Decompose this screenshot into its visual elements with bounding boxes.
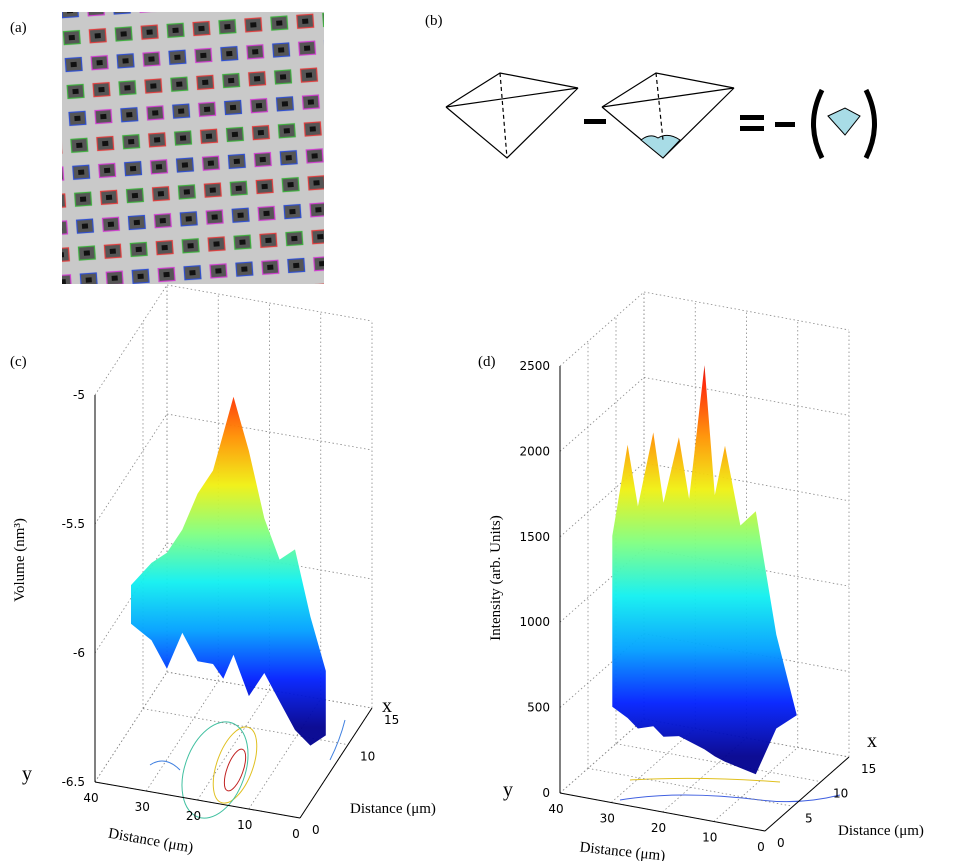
x-tick-label: 10 xyxy=(360,750,375,764)
pyramid-diagram xyxy=(446,73,875,158)
z-tick-label: -6 xyxy=(73,646,85,660)
z-tick-label: 1500 xyxy=(519,530,550,544)
x-axis-letter: x xyxy=(382,695,392,717)
y-axis-label: Distance (μm) xyxy=(107,826,194,857)
panel-label: (c) xyxy=(10,354,27,370)
z-tick-label: -5 xyxy=(73,388,85,402)
x-tick-label: 5 xyxy=(805,811,813,825)
y-tick-label: 40 xyxy=(548,802,563,816)
z-tick-label: 0 xyxy=(542,786,550,800)
y-tick-label: 0 xyxy=(292,827,300,841)
grid-line xyxy=(560,292,849,366)
x-axis-label: Distance (μm) xyxy=(350,801,436,817)
x-tick-label: 10 xyxy=(833,787,848,801)
y-tick-label: 40 xyxy=(83,791,98,805)
z-tick-label: 500 xyxy=(527,701,550,715)
z-tick-label: 2500 xyxy=(519,359,550,373)
grid-line xyxy=(95,285,372,395)
micrograph xyxy=(62,12,324,284)
grid-line xyxy=(765,330,849,831)
panel-label: (b) xyxy=(425,13,443,29)
y-tick-label: 30 xyxy=(135,800,150,814)
y-axis-letter: y xyxy=(22,763,32,785)
x-tick-label: 0 xyxy=(777,836,785,850)
y-axis-letter: y xyxy=(503,779,513,801)
z-axis-label: Intensity (arb. Units) xyxy=(488,515,504,640)
figure: (a) (b) -6.5 -6 -5.5 -5 0 10 20 30 40 0 10 15 (c) Vol… xyxy=(0,0,963,861)
y-tick-label: 10 xyxy=(702,831,717,845)
z-tick-label: 2000 xyxy=(519,444,550,458)
y-axis-label: Distance (μm) xyxy=(579,840,666,861)
z-tick-label: -6.5 xyxy=(62,775,85,789)
z-tick-label: -5.5 xyxy=(62,517,85,531)
z-axis-label: Volume (nm³) xyxy=(12,518,28,602)
y-tick-label: 30 xyxy=(600,812,615,826)
y-tick-label: 0 xyxy=(757,840,765,854)
z-tick-label: 1000 xyxy=(519,615,550,629)
x-tick-label: 0 xyxy=(312,823,320,837)
panel-label: (d) xyxy=(478,354,496,370)
surface xyxy=(612,365,797,774)
y-tick-label: 10 xyxy=(237,818,252,832)
x-axis-label: Distance (μm) xyxy=(838,823,924,839)
x-tick-label: 15 xyxy=(861,762,876,776)
y-tick-label: 20 xyxy=(186,809,201,823)
x-axis-letter: x xyxy=(867,730,877,752)
grid-line xyxy=(95,672,372,782)
y-tick-label: 20 xyxy=(651,821,666,835)
surface xyxy=(131,397,326,746)
panel-label: (a) xyxy=(10,20,27,36)
grid-line xyxy=(95,285,167,782)
